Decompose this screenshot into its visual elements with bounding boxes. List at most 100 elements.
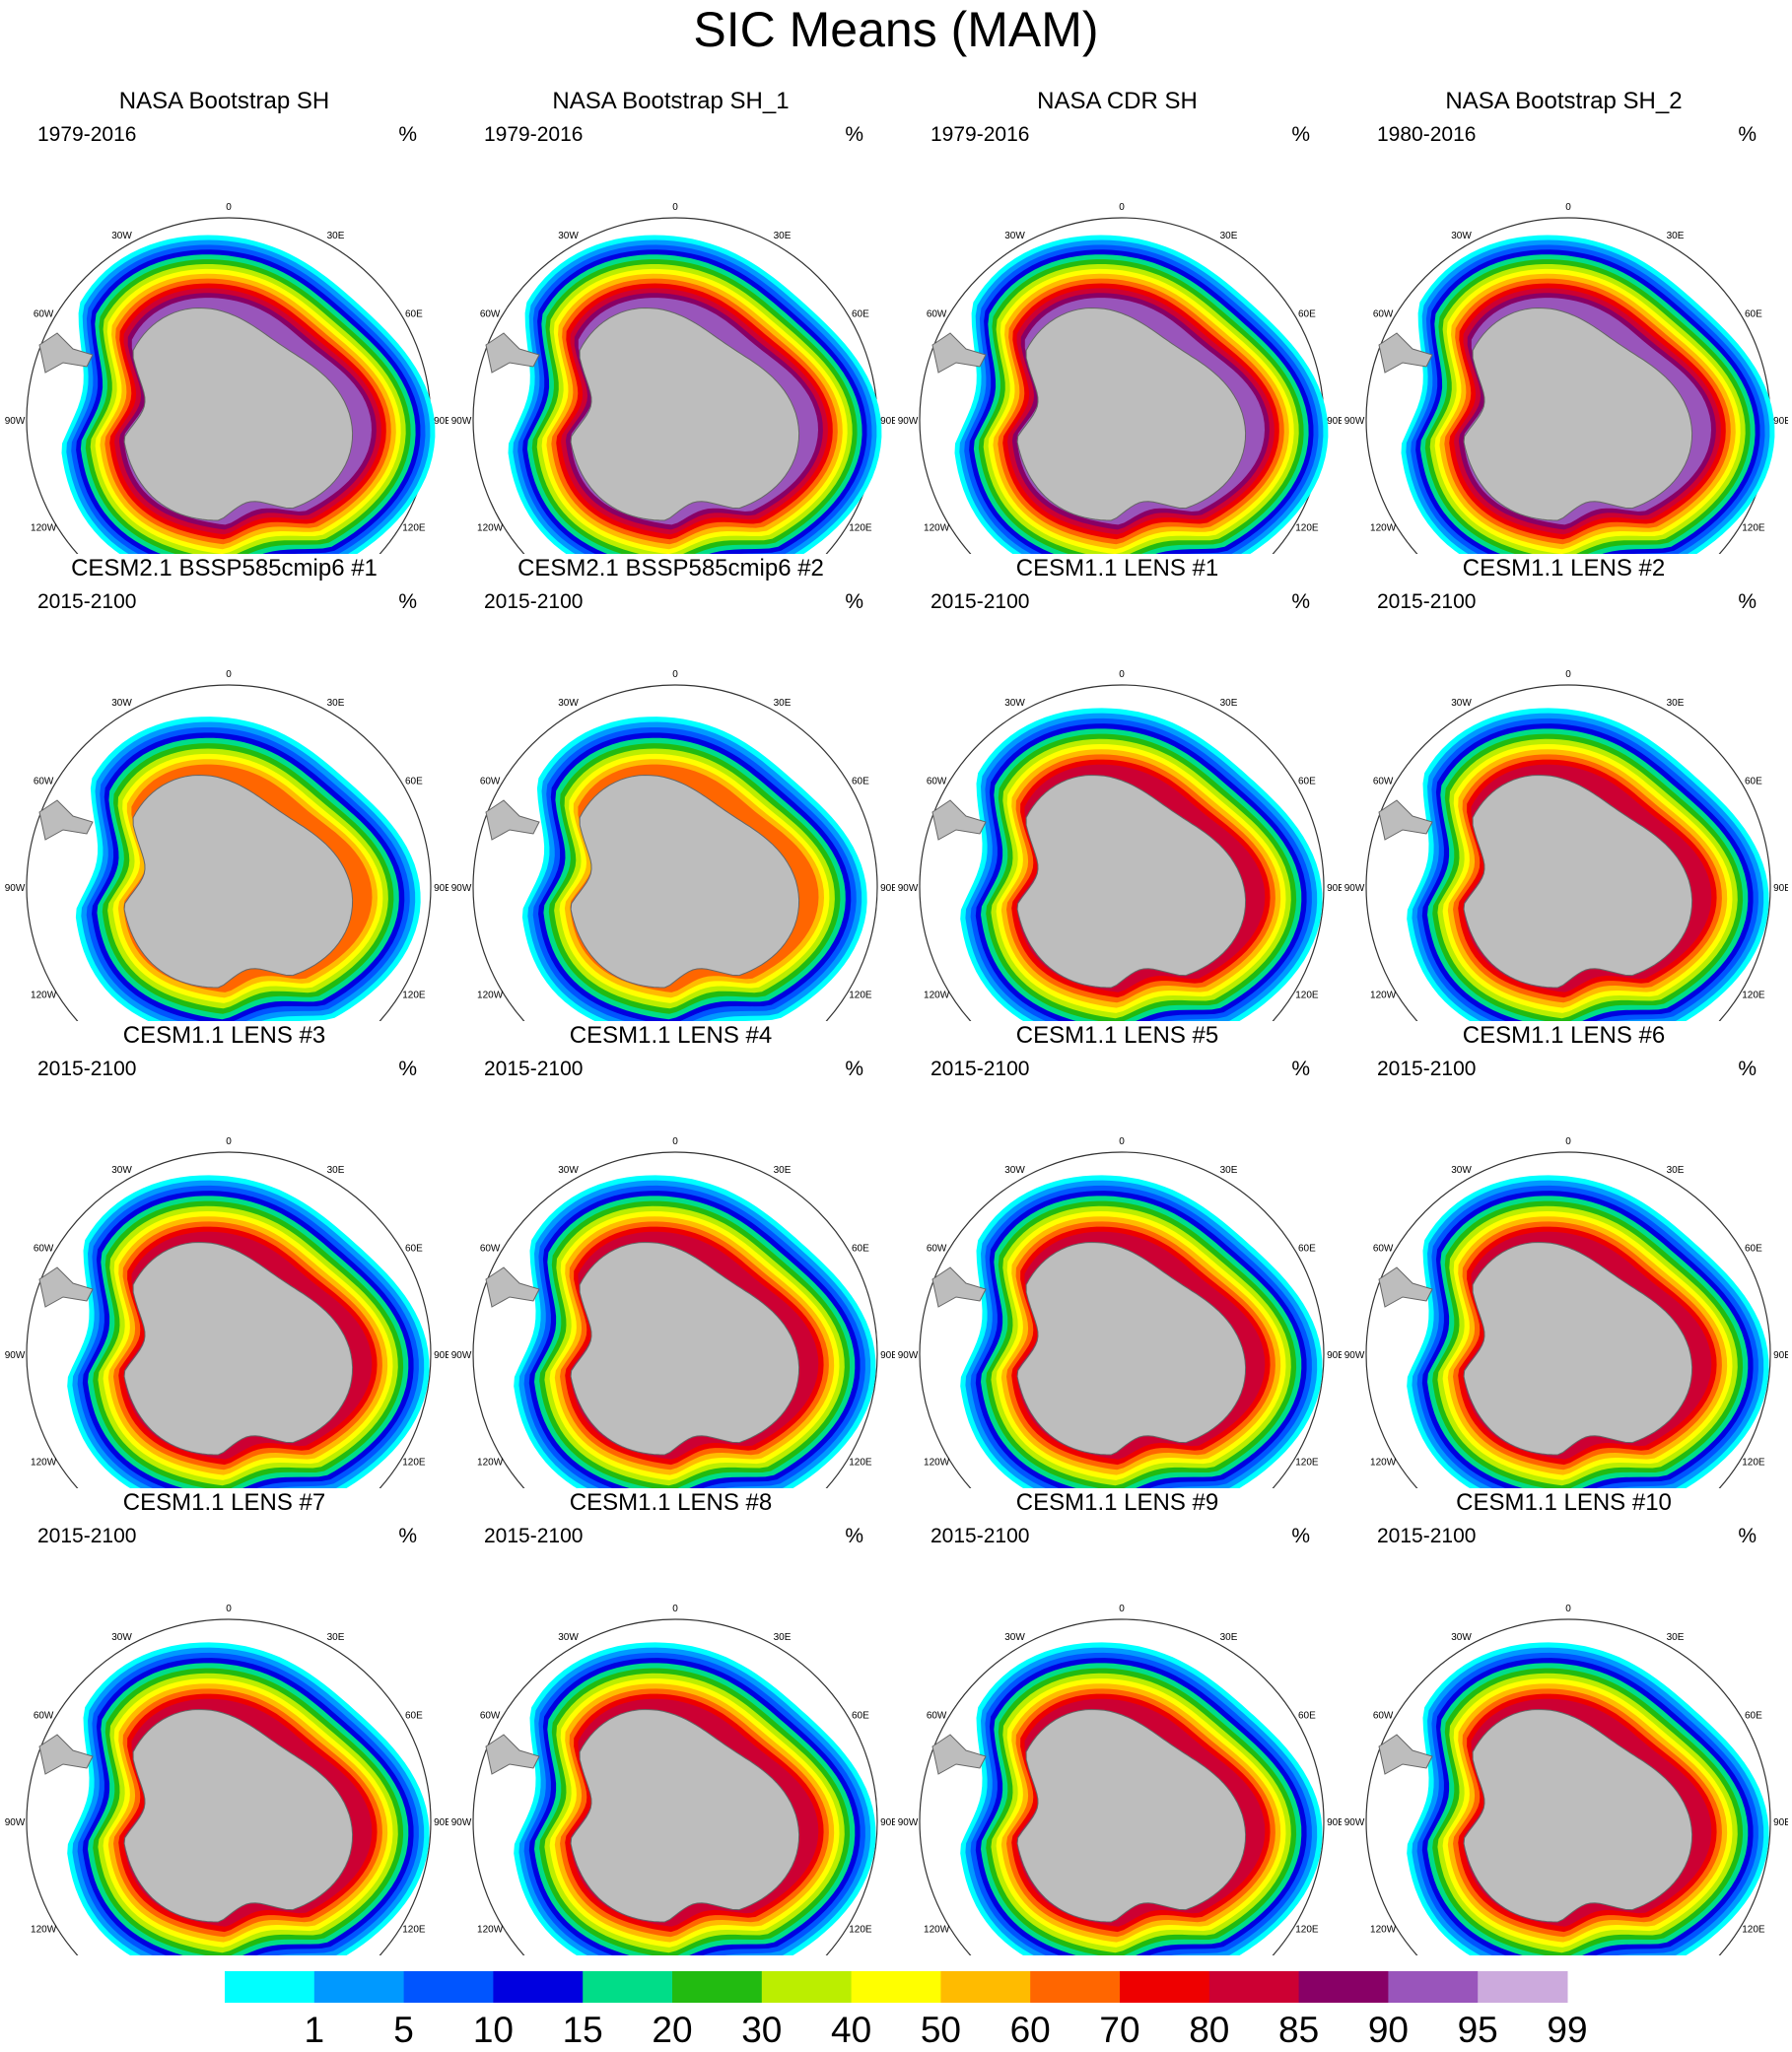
longitude-label: 60E (1298, 777, 1316, 787)
longitude-label: 30W (558, 698, 579, 709)
colorbar-swatch (225, 1971, 315, 2003)
longitude-label: 90E (1773, 883, 1788, 894)
colorbar-label: 30 (741, 2010, 782, 2050)
longitude-label: 90E (434, 1350, 448, 1361)
longitude-label: 90W (898, 416, 919, 427)
longitude-label: 30E (774, 698, 792, 709)
panel-units: % (1738, 1525, 1757, 1547)
longitude-label: 60E (1298, 1244, 1316, 1255)
longitude-label: 60W (927, 777, 947, 787)
antarctica-landmass (1463, 774, 1693, 989)
polar-map: 030E60E90E120E150E180150W120W90W60W30W (1344, 1136, 1788, 1488)
longitude-label: 120W (477, 523, 504, 534)
longitude-label: 120W (31, 1925, 57, 1936)
panel-units: % (845, 590, 863, 613)
longitude-label: 120E (849, 1925, 872, 1936)
panel-units: % (1738, 590, 1757, 613)
antarctica-landmass (1016, 1241, 1247, 1456)
south-america-tip (38, 1734, 94, 1775)
longitude-label: 90E (434, 883, 448, 894)
longitude-label: 0 (1565, 202, 1571, 213)
map-panel: CESM2.1 BSSP585cmip6 #1 2015-2100% 0 30E 60E… (0, 554, 448, 1021)
panel-period: 1979-2016 (484, 123, 584, 146)
longitude-label: 30E (1220, 1165, 1238, 1176)
map-panel: CESM1.1 LENS #10 2015-2100% 0 30E 60E 90E 120E… (1340, 1488, 1788, 1955)
polar-map: 030E60E90E120E150E180150W120W90W60W30W (1344, 202, 1788, 554)
panel-period: 2015-2100 (930, 1058, 1030, 1080)
longitude-label: 30W (1004, 1632, 1025, 1643)
figure-title: SIC Means (MAM) (693, 2, 1099, 57)
longitude-label: 30W (111, 1165, 132, 1176)
longitude-label: 90W (1344, 416, 1365, 427)
longitude-label: 30W (1451, 1165, 1472, 1176)
panel-period: 2015-2100 (484, 1058, 584, 1080)
longitude-label: 60E (1745, 309, 1762, 320)
polar-map: 030E60E90E120E150E180150W120W90W60W30W (451, 669, 895, 1021)
longitude-label: 90W (1344, 1817, 1365, 1828)
longitude-label: 120W (31, 1458, 57, 1469)
longitude-label: 30W (558, 1632, 579, 1643)
longitude-label: 120W (31, 991, 57, 1001)
longitude-label: 30W (558, 231, 579, 241)
map-panel: NASA Bootstrap SH_2 1980-2016% 0 30E 60E 90E 1… (1340, 87, 1788, 554)
polar-map: 030E60E90E120E150E180150W120W90W60W30W (1344, 669, 1788, 1021)
colorbar-label: 40 (831, 2010, 871, 2050)
longitude-label: 90E (880, 416, 895, 427)
panel-units: % (1291, 1525, 1310, 1547)
longitude-label: 30E (774, 231, 792, 241)
map-panel: NASA Bootstrap SH_1 1979-2016% 0 30E 60E 90E 1… (447, 87, 895, 554)
south-america-tip (1378, 332, 1433, 374)
longitude-label: 90E (434, 1817, 448, 1828)
longitude-label: 60W (1373, 1244, 1394, 1255)
longitude-label: 60E (405, 309, 423, 320)
longitude-label: 60W (927, 1244, 947, 1255)
longitude-label: 30W (1004, 231, 1025, 241)
longitude-label: 30E (774, 1632, 792, 1643)
longitude-label: 0 (1119, 1136, 1125, 1147)
panel-period: 2015-2100 (37, 1058, 137, 1080)
panel-period: 2015-2100 (1377, 590, 1477, 613)
antarctica-landmass (570, 774, 800, 989)
colorbar-label: 85 (1278, 2010, 1319, 2050)
longitude-label: 120E (1295, 1458, 1319, 1469)
colorbar-swatch (761, 1971, 853, 2003)
longitude-label: 30E (327, 1165, 345, 1176)
longitude-label: 60W (1373, 1711, 1394, 1722)
longitude-label: 60E (852, 309, 869, 320)
longitude-label: 90E (1773, 1817, 1788, 1828)
longitude-label: 60E (1298, 1711, 1316, 1722)
longitude-label: 120W (477, 1925, 504, 1936)
longitude-label: 120E (849, 991, 872, 1001)
panel-title: CESM1.1 LENS #7 (122, 1489, 326, 1516)
longitude-label: 90W (5, 416, 26, 427)
colorbar-swatch (1478, 1971, 1568, 2003)
longitude-label: 90E (434, 416, 448, 427)
longitude-label: 60W (34, 309, 54, 320)
longitude-label: 90E (1327, 883, 1342, 894)
south-america-tip (485, 799, 540, 841)
colorbar-swatch (1030, 1971, 1121, 2003)
panel-units: % (398, 590, 417, 613)
panel-title: NASA Bootstrap SH_2 (1445, 88, 1683, 114)
longitude-label: 90E (880, 1350, 895, 1361)
longitude-label: 120W (1370, 991, 1397, 1001)
longitude-label: 0 (226, 1136, 232, 1147)
panel-units: % (398, 123, 417, 146)
longitude-label: 90E (1773, 1350, 1788, 1361)
colorbar-label: 95 (1458, 2010, 1498, 2050)
colorbar-swatch (940, 1971, 1031, 2003)
colorbar-swatch (1120, 1971, 1210, 2003)
longitude-label: 60E (405, 1244, 423, 1255)
longitude-label: 60W (480, 309, 501, 320)
colorbar-swatch (493, 1971, 584, 2003)
south-america-tip (1378, 799, 1433, 841)
longitude-label: 120E (1742, 991, 1765, 1001)
longitude-label: 30E (1667, 231, 1685, 241)
panel-title: CESM1.1 LENS #6 (1462, 1022, 1666, 1049)
south-america-tip (931, 1734, 987, 1775)
longitude-label: 0 (672, 669, 678, 680)
map-panel: CESM1.1 LENS #1 2015-2100% 0 30E 60E 90E 120E 1… (893, 554, 1342, 1021)
longitude-label: 120W (924, 1458, 950, 1469)
longitude-label: 90E (1327, 1350, 1342, 1361)
